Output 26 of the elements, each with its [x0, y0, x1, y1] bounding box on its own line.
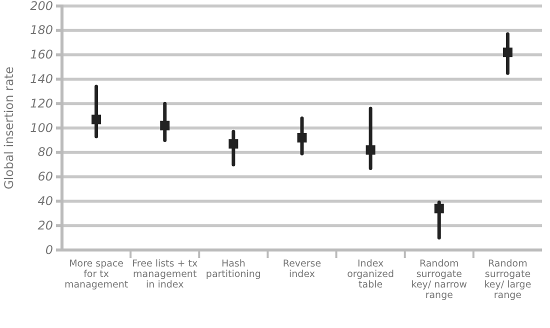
y-tick-label: 200 — [30, 0, 54, 13]
y-tick-label: 80 — [38, 145, 54, 160]
y-tick-label: 120 — [30, 96, 54, 110]
x-tick-label: Hash partitioning — [206, 258, 261, 280]
y-tick-label: 20 — [38, 218, 54, 232]
x-tick-label: Free lists + tx management in index — [132, 258, 198, 291]
y-tick-label: 160 — [30, 48, 54, 62]
point — [502, 48, 512, 58]
x-tick-label: Random surrogate key/ narrow range — [411, 258, 468, 302]
y-tick-label: 40 — [38, 194, 54, 208]
point — [160, 120, 170, 130]
y-tick-label: 100 — [30, 120, 54, 135]
point — [434, 204, 444, 214]
y-tick-label: 140 — [30, 72, 54, 86]
x-tick-label: Random surrogate key/ large range — [484, 258, 532, 302]
y-tick-label: 60 — [38, 170, 54, 184]
y-tick-label: 0 — [45, 242, 54, 257]
x-tick-label: More space for tx management — [64, 258, 128, 291]
point — [366, 145, 376, 155]
x-tick-label: Reverse index — [282, 258, 322, 280]
point — [92, 114, 102, 124]
y-tick-label: 180 — [30, 23, 54, 38]
point — [228, 139, 238, 149]
point — [297, 133, 307, 143]
x-tick-label: Index organized table — [347, 258, 394, 291]
y-axis-title: Global insertion rate — [2, 66, 16, 190]
